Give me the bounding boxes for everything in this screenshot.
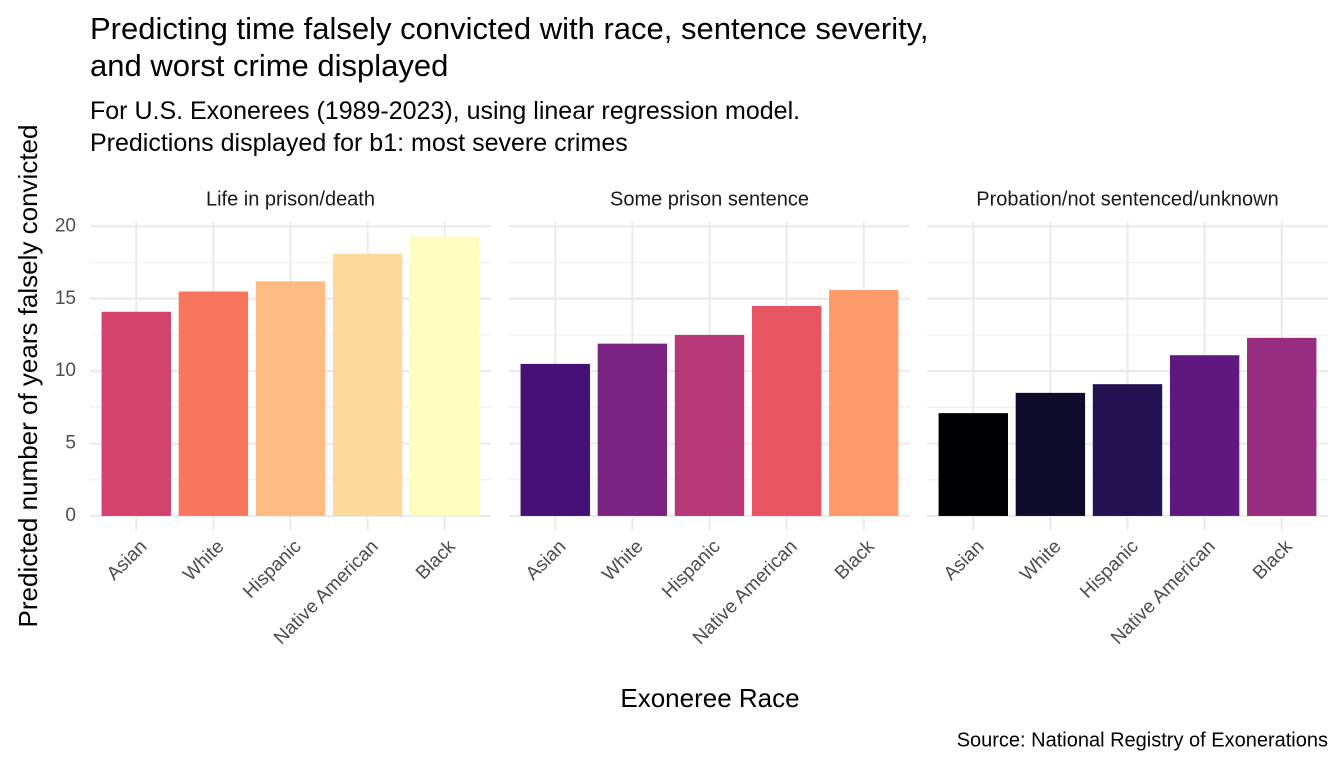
- bar: [410, 236, 480, 516]
- y-tick-label: 20: [55, 215, 76, 236]
- bar: [1169, 355, 1240, 516]
- x-tick-label: Hispanic: [1076, 536, 1142, 602]
- x-tick-label: Black: [1249, 536, 1297, 584]
- y-tick-label: 5: [65, 433, 76, 454]
- x-tick-label: Asian: [522, 536, 570, 584]
- facet-title: Probation/not sentenced/unknown: [976, 188, 1278, 210]
- facet-title: Life in prison/death: [206, 188, 375, 210]
- chart-title: Predicting time falsely convicted with r…: [90, 11, 929, 83]
- x-tick-label: Asian: [103, 536, 151, 584]
- y-tick-label: 0: [65, 505, 76, 526]
- bar: [1247, 337, 1317, 516]
- caption: Source: National Registry of Exoneration…: [957, 729, 1328, 751]
- bar: [1015, 392, 1086, 516]
- x-tick-label: Black: [831, 536, 879, 584]
- bar: [829, 290, 899, 516]
- x-tick-label: Hispanic: [239, 536, 305, 602]
- bar: [751, 305, 822, 516]
- bar: [101, 311, 171, 516]
- bar: [938, 413, 1008, 516]
- bar: [1092, 384, 1163, 516]
- chart-subtitle: For U.S. Exonerees (1989-2023), using li…: [90, 97, 801, 157]
- x-tick-label: White: [598, 536, 647, 585]
- x-axis-title: Exoneree Race: [620, 683, 799, 713]
- y-tick-label: 10: [55, 360, 76, 381]
- bar: [674, 334, 745, 516]
- x-tick-label: White: [1016, 536, 1065, 585]
- x-tick-label: Asian: [940, 536, 988, 584]
- bar: [597, 343, 668, 516]
- facet-title: Some prison sentence: [610, 188, 809, 210]
- y-axis-title: Predicted number of years falsely convic…: [13, 125, 43, 628]
- bar: [520, 363, 590, 516]
- x-tick-label: White: [179, 536, 228, 585]
- bar: [178, 291, 249, 516]
- bar: [332, 253, 403, 516]
- bar: [255, 281, 326, 516]
- y-tick-label: 15: [55, 288, 76, 309]
- x-tick-label: Hispanic: [658, 536, 724, 602]
- x-tick-label: Black: [412, 536, 460, 584]
